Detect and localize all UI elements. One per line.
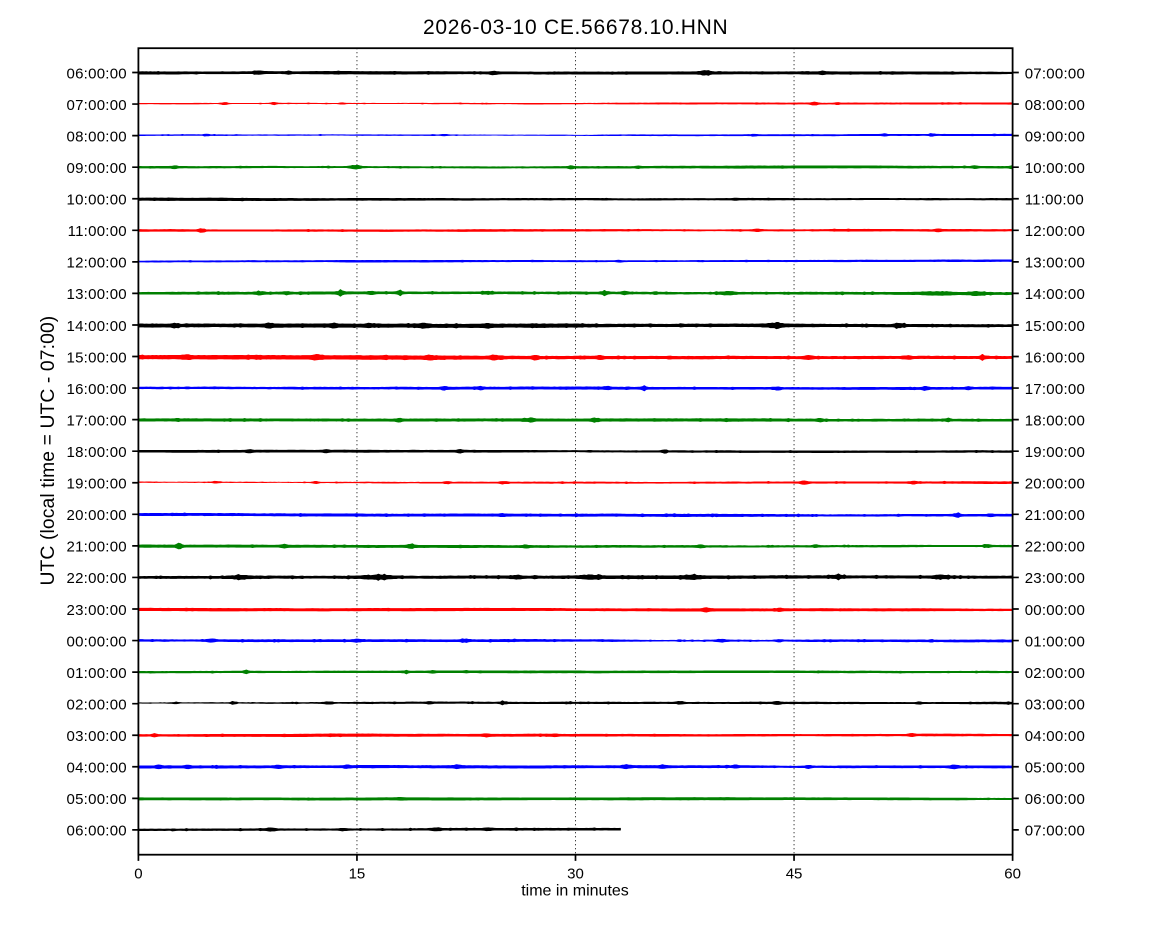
svg-text:07:00:00: 07:00:00 [1025,65,1085,82]
svg-text:30: 30 [567,865,584,882]
svg-text:02:00:00: 02:00:00 [67,696,127,713]
svg-text:17:00:00: 17:00:00 [67,412,127,429]
svg-text:12:00:00: 12:00:00 [1025,223,1085,240]
svg-text:00:00:00: 00:00:00 [1025,602,1085,619]
svg-text:22:00:00: 22:00:00 [67,570,127,587]
svg-text:09:00:00: 09:00:00 [1025,128,1085,145]
svg-text:14:00:00: 14:00:00 [67,318,127,335]
svg-text:02:00:00: 02:00:00 [1025,665,1085,682]
svg-text:05:00:00: 05:00:00 [1025,760,1085,777]
svg-text:UTC (local time = UTC - 07:00): UTC (local time = UTC - 07:00) [38,316,59,586]
svg-text:07:00:00: 07:00:00 [67,97,127,114]
svg-text:15:00:00: 15:00:00 [1025,318,1085,335]
svg-text:15:00:00: 15:00:00 [67,349,127,366]
svg-text:04:00:00: 04:00:00 [67,760,127,777]
svg-text:04:00:00: 04:00:00 [1025,728,1085,745]
svg-text:03:00:00: 03:00:00 [1025,696,1085,713]
svg-text:17:00:00: 17:00:00 [1025,381,1085,398]
svg-text:19:00:00: 19:00:00 [67,476,127,493]
svg-text:05:00:00: 05:00:00 [67,791,127,808]
svg-text:20:00:00: 20:00:00 [67,507,127,524]
svg-text:22:00:00: 22:00:00 [1025,539,1085,556]
svg-text:20:00:00: 20:00:00 [1025,476,1085,493]
svg-text:21:00:00: 21:00:00 [67,539,127,556]
svg-text:06:00:00: 06:00:00 [67,823,127,840]
svg-text:16:00:00: 16:00:00 [1025,349,1085,366]
svg-text:09:00:00: 09:00:00 [67,160,127,177]
svg-text:06:00:00: 06:00:00 [67,65,127,82]
svg-text:13:00:00: 13:00:00 [67,286,127,303]
svg-text:16:00:00: 16:00:00 [67,381,127,398]
svg-text:23:00:00: 23:00:00 [1025,570,1085,587]
svg-text:06:00:00: 06:00:00 [1025,791,1085,808]
svg-text:11:00:00: 11:00:00 [68,223,127,240]
svg-text:60: 60 [1004,865,1021,882]
svg-text:18:00:00: 18:00:00 [67,444,127,461]
svg-text:07:00:00: 07:00:00 [1025,823,1085,840]
svg-text:08:00:00: 08:00:00 [1025,97,1085,114]
svg-text:13:00:00: 13:00:00 [1025,255,1085,272]
svg-text:10:00:00: 10:00:00 [1025,160,1085,177]
svg-text:01:00:00: 01:00:00 [67,665,127,682]
svg-text:11:00:00: 11:00:00 [1025,192,1084,209]
svg-text:14:00:00: 14:00:00 [1025,286,1085,303]
svg-text:23:00:00: 23:00:00 [67,602,127,619]
svg-text:0: 0 [134,865,142,882]
svg-text:21:00:00: 21:00:00 [1025,507,1085,524]
svg-text:45: 45 [786,865,803,882]
svg-text:03:00:00: 03:00:00 [67,728,127,745]
svg-text:10:00:00: 10:00:00 [67,192,127,209]
svg-text:01:00:00: 01:00:00 [1025,633,1085,650]
svg-text:18:00:00: 18:00:00 [1025,412,1085,429]
svg-text:08:00:00: 08:00:00 [67,128,127,145]
svg-text:12:00:00: 12:00:00 [67,255,127,272]
svg-text:15: 15 [349,865,366,882]
svg-text:2026-03-10 CE.56678.10.HNN: 2026-03-10 CE.56678.10.HNN [423,16,728,39]
svg-text:19:00:00: 19:00:00 [1025,444,1085,461]
svg-text:00:00:00: 00:00:00 [67,633,127,650]
svg-text:time in minutes: time in minutes [521,883,629,900]
